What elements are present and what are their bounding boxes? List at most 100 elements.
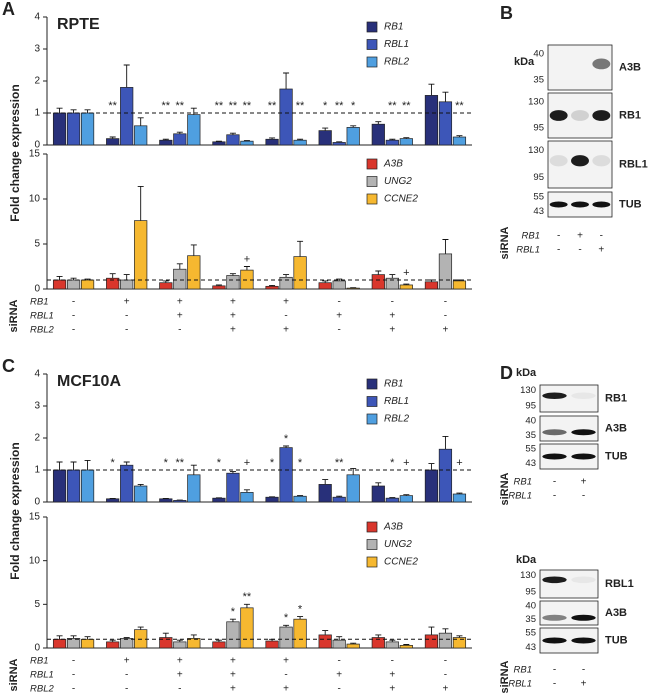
significance-mark: ** <box>268 100 277 112</box>
bar <box>80 469 95 503</box>
legend-swatch <box>366 176 378 187</box>
bar <box>385 497 399 503</box>
sirna-sign: - <box>444 297 447 308</box>
sirna-sign: - <box>444 670 447 681</box>
strip-name: RBL1 <box>605 578 634 590</box>
significance-mark: ** <box>108 100 117 112</box>
blot-band <box>542 576 567 584</box>
marker-label: 40 <box>525 416 536 427</box>
bar <box>452 637 467 649</box>
bar <box>120 87 134 146</box>
panel-letter: D <box>500 363 513 383</box>
bar <box>226 275 240 290</box>
bar <box>159 498 173 503</box>
sirna-label: siRNA <box>8 299 20 332</box>
error-bar <box>375 121 382 125</box>
bar <box>134 125 148 146</box>
sirna-sign: + <box>177 311 183 322</box>
legend-label: RBL2 <box>384 414 409 425</box>
significance-mark: ** <box>243 100 252 112</box>
bar <box>173 268 187 290</box>
error-bar <box>297 616 304 620</box>
bar <box>399 495 413 503</box>
sirna-sign: - <box>284 311 287 322</box>
legend-label: UNG2 <box>384 539 412 550</box>
significance-mark: + <box>244 457 250 469</box>
strip-name: RB1 <box>619 109 641 121</box>
error-bar <box>243 266 250 271</box>
bar <box>371 485 385 503</box>
bar <box>265 285 279 290</box>
bar <box>159 282 173 290</box>
bar <box>106 138 120 146</box>
sirna-sign: - <box>553 491 556 502</box>
blot-band <box>542 392 567 400</box>
bar <box>399 284 413 290</box>
blot-band <box>592 201 611 208</box>
bar <box>80 638 95 649</box>
significance-mark: * <box>217 457 222 469</box>
legend-swatch <box>366 158 378 170</box>
error-bar <box>336 636 343 641</box>
significance-mark: ** <box>335 457 344 469</box>
significance-mark: + <box>244 253 250 265</box>
bar <box>265 496 279 503</box>
sirna-sign: + <box>389 311 395 322</box>
error-bar <box>109 273 116 279</box>
sirna-sign: + <box>581 477 587 488</box>
bar <box>318 130 332 146</box>
bar <box>66 638 81 649</box>
bar <box>159 139 173 146</box>
bar <box>120 464 134 503</box>
significance-mark: * <box>298 457 303 469</box>
marker-label: 35 <box>525 430 536 441</box>
legend-swatch <box>366 193 378 205</box>
marker-label: 130 <box>520 385 536 396</box>
error-bar <box>283 274 290 278</box>
bar <box>106 277 120 290</box>
sirna-sign: - <box>72 311 75 322</box>
error-bar <box>137 626 144 630</box>
bar <box>134 220 148 290</box>
marker-label: 35 <box>525 614 536 625</box>
y-tick-label: 0 <box>34 284 40 295</box>
sirna-row-name: RBL1 <box>30 311 54 322</box>
sirna-row-name: RB1 <box>30 297 48 308</box>
strip-name: A3B <box>605 422 627 434</box>
bar <box>226 472 240 503</box>
strip-name: RB1 <box>605 392 627 404</box>
strip-name: RBL1 <box>619 158 648 170</box>
error-bar <box>137 117 144 126</box>
unit-label: kDa <box>514 56 535 68</box>
bar <box>120 279 134 290</box>
marker-label: 95 <box>525 401 536 412</box>
sirna-sign: - <box>72 656 75 667</box>
sirna-sign: - <box>338 684 341 694</box>
significance-mark: ** <box>455 100 464 112</box>
bar <box>279 276 293 290</box>
marker-label: 40 <box>525 600 536 611</box>
sirna-sign: - <box>391 656 394 667</box>
bar <box>120 638 134 649</box>
sirna-row-name: RBL1 <box>508 491 532 502</box>
strip-name: TUB <box>605 634 628 646</box>
bar <box>452 493 467 503</box>
marker-label: 55 <box>525 628 536 639</box>
error-bar <box>137 185 144 221</box>
blot-band <box>549 201 568 208</box>
strip-name: TUB <box>619 198 642 210</box>
marker-label: 95 <box>533 123 544 134</box>
bar <box>173 641 187 649</box>
significance-mark: ** <box>296 100 305 112</box>
blot-strip <box>539 415 599 442</box>
sirna-row-name: RB1 <box>522 231 540 242</box>
legend-swatch <box>366 39 378 50</box>
bar <box>293 139 307 146</box>
sirna-sign: - <box>125 670 128 681</box>
sirna-row-name: RB1 <box>514 477 532 488</box>
error-bar <box>56 461 63 470</box>
sirna-sign: - <box>582 665 585 676</box>
bar <box>52 279 67 290</box>
sirna-sign: - <box>391 297 394 308</box>
y-tick-label: 15 <box>29 512 41 523</box>
